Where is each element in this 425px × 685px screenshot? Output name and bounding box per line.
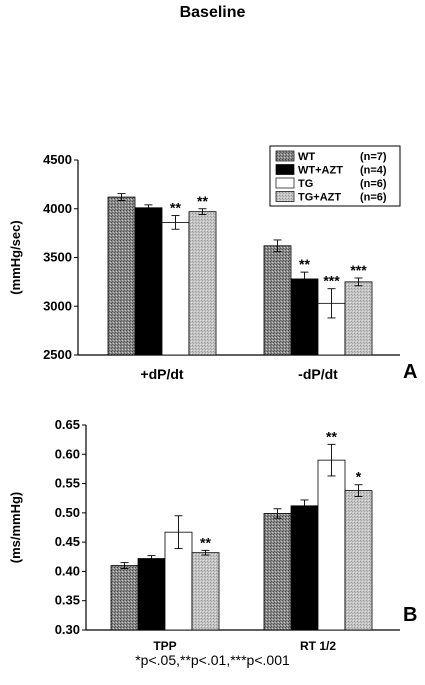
x-category-label: +dP/dt <box>140 366 184 382</box>
significance-marker: ** <box>299 256 310 272</box>
bar <box>191 552 220 631</box>
bar <box>188 211 217 356</box>
x-category-label: TPP <box>153 639 176 653</box>
y-tick-label: 0.35 <box>55 593 80 608</box>
bar <box>290 505 319 631</box>
significance-marker: * <box>356 469 362 485</box>
bar <box>137 558 166 631</box>
significance-marker: *** <box>350 262 367 278</box>
bar <box>134 207 163 356</box>
bar <box>344 490 373 631</box>
legend-label: WT <box>298 151 315 163</box>
x-category-label: RT 1/2 <box>300 639 336 653</box>
bar <box>107 196 136 356</box>
y-axis-title: (ms/mmHg) <box>8 492 23 564</box>
panel-b: 0.30 0.35 0.40 0.45 0.50 0.55 0.60 0.65 (ms/mmHg… <box>8 417 417 653</box>
y-tick-label: 0.60 <box>55 446 80 461</box>
y-tick-label: 0.40 <box>55 563 80 578</box>
y-axis-title: (mmHg/sec) <box>8 220 23 294</box>
bar <box>110 565 139 631</box>
bar <box>263 513 292 631</box>
y-tick-label: 4000 <box>43 201 72 216</box>
legend-label: WT+AZT <box>298 165 343 177</box>
panel-a: 2500 3000 3500 4000 4500 (mmHg/sec) ** ** +dP/dt… <box>8 145 417 383</box>
page-title: Baseline <box>179 4 246 21</box>
y-tick-label: 4500 <box>43 152 72 167</box>
y-tick-label: 0.55 <box>55 476 80 491</box>
legend-swatch <box>275 177 295 189</box>
y-tick-label: 3500 <box>43 250 72 265</box>
bar <box>263 245 292 356</box>
bar <box>317 302 346 356</box>
y-tick-label: 0.45 <box>55 534 80 549</box>
y-tick-label: 3000 <box>43 298 72 313</box>
bar <box>317 459 346 631</box>
y-tick-label: 0.65 <box>55 417 80 432</box>
legend-swatch <box>275 150 295 162</box>
significance-marker: ** <box>326 428 337 444</box>
y-tick-label: 0.50 <box>55 505 80 520</box>
panel-letter: B <box>403 604 417 626</box>
legend-swatch <box>275 164 295 175</box>
significance-marker: ** <box>197 193 208 209</box>
legend-label: TG+AZT <box>298 192 341 204</box>
y-tick-label: 0.30 <box>55 622 80 637</box>
significance-marker: ** <box>200 534 211 550</box>
panel-letter: A <box>403 361 417 383</box>
y-tick-label: 2500 <box>43 347 72 362</box>
legend-n: (n=6) <box>360 192 387 204</box>
bar <box>161 221 190 356</box>
legend-swatch <box>275 191 295 202</box>
significance-marker: *** <box>323 273 340 289</box>
footnote: *p<.05,**p<.01,***p<.001 <box>135 652 290 668</box>
legend-n: (n=7) <box>360 151 387 163</box>
significance-marker: ** <box>170 200 181 216</box>
legend-label: TG <box>298 178 313 190</box>
x-category-label: -dP/dt <box>298 366 338 382</box>
bar <box>344 281 373 356</box>
bar <box>290 278 319 356</box>
legend-n: (n=6) <box>360 178 387 190</box>
legend-n: (n=4) <box>360 165 387 177</box>
